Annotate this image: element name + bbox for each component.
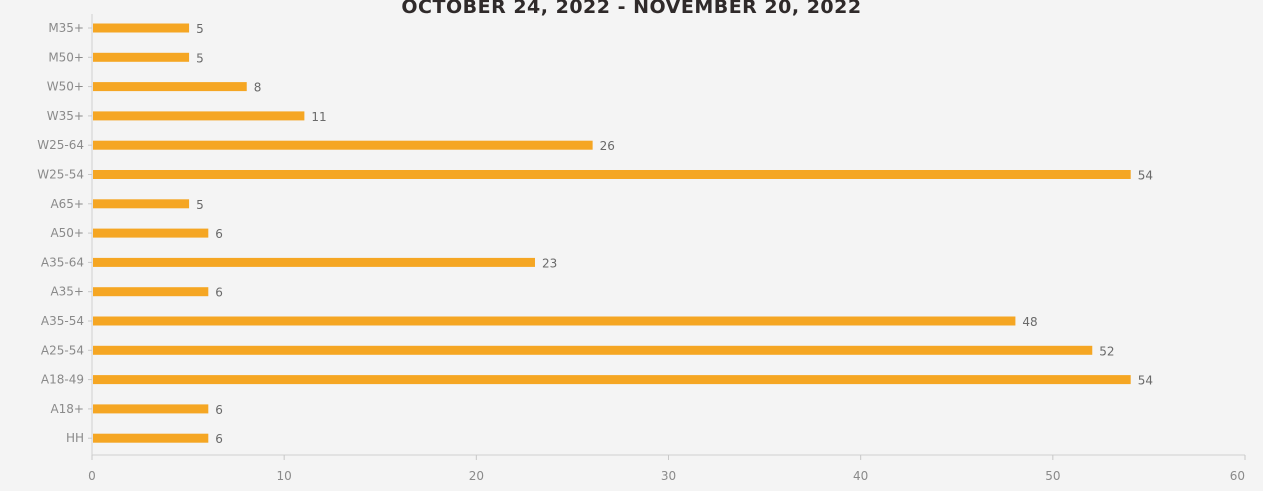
y-tick-label: A35-64 [41, 255, 84, 269]
y-tick-label: A25-54 [41, 343, 84, 357]
data-label: 26 [600, 139, 615, 153]
data-label: 6 [215, 432, 223, 446]
bar [93, 23, 190, 33]
y-tick-label: W25-64 [37, 138, 84, 152]
chart-title: OCTOBER 24, 2022 - NOVEMBER 20, 2022 [401, 0, 862, 18]
bar [93, 140, 593, 150]
y-tick-label: M35+ [48, 21, 84, 35]
bar [93, 257, 535, 267]
y-tick-label: HH [66, 431, 84, 445]
data-label: 48 [1022, 315, 1037, 329]
bar [93, 433, 209, 443]
x-tick-label: 50 [1045, 469, 1060, 483]
y-tick-label: M50+ [48, 50, 84, 64]
data-label: 52 [1099, 344, 1114, 358]
x-tick-label: 20 [469, 469, 484, 483]
y-tick-label: A18-49 [41, 373, 84, 387]
data-label: 23 [542, 256, 557, 270]
data-label: 54 [1138, 169, 1153, 183]
x-tick-label: 0 [88, 469, 96, 483]
bar [93, 199, 190, 209]
data-label: 11 [311, 110, 326, 124]
y-tick-label: A35-54 [41, 314, 84, 328]
y-tick-label: A35+ [50, 285, 84, 299]
x-tick-label: 40 [853, 469, 868, 483]
bar [93, 316, 1016, 326]
data-label: 5 [196, 198, 204, 212]
data-label: 5 [196, 22, 204, 36]
bar [93, 404, 209, 414]
data-label: 6 [215, 403, 223, 417]
bar [93, 375, 1131, 385]
bar [93, 170, 1131, 179]
bar [93, 82, 247, 92]
y-tick-label: W50+ [47, 80, 84, 94]
bar [93, 228, 209, 238]
x-tick-label: 60 [1230, 469, 1245, 483]
data-label: 5 [196, 51, 204, 65]
data-label: 8 [254, 81, 262, 95]
bar [93, 52, 190, 62]
y-tick-label: W35+ [47, 109, 84, 123]
data-label: 6 [215, 227, 223, 241]
bar [93, 287, 209, 297]
y-tick-label: A18+ [50, 402, 84, 416]
y-tick-label: A65+ [50, 197, 84, 211]
y-tick-label: A50+ [50, 226, 84, 240]
x-tick-label: 10 [277, 469, 292, 483]
bar [93, 345, 1093, 355]
x-tick-label: 30 [661, 469, 676, 483]
bar [93, 111, 305, 121]
data-label: 6 [215, 286, 223, 300]
y-tick-label: W25-54 [37, 168, 84, 182]
data-label: 54 [1138, 374, 1153, 388]
